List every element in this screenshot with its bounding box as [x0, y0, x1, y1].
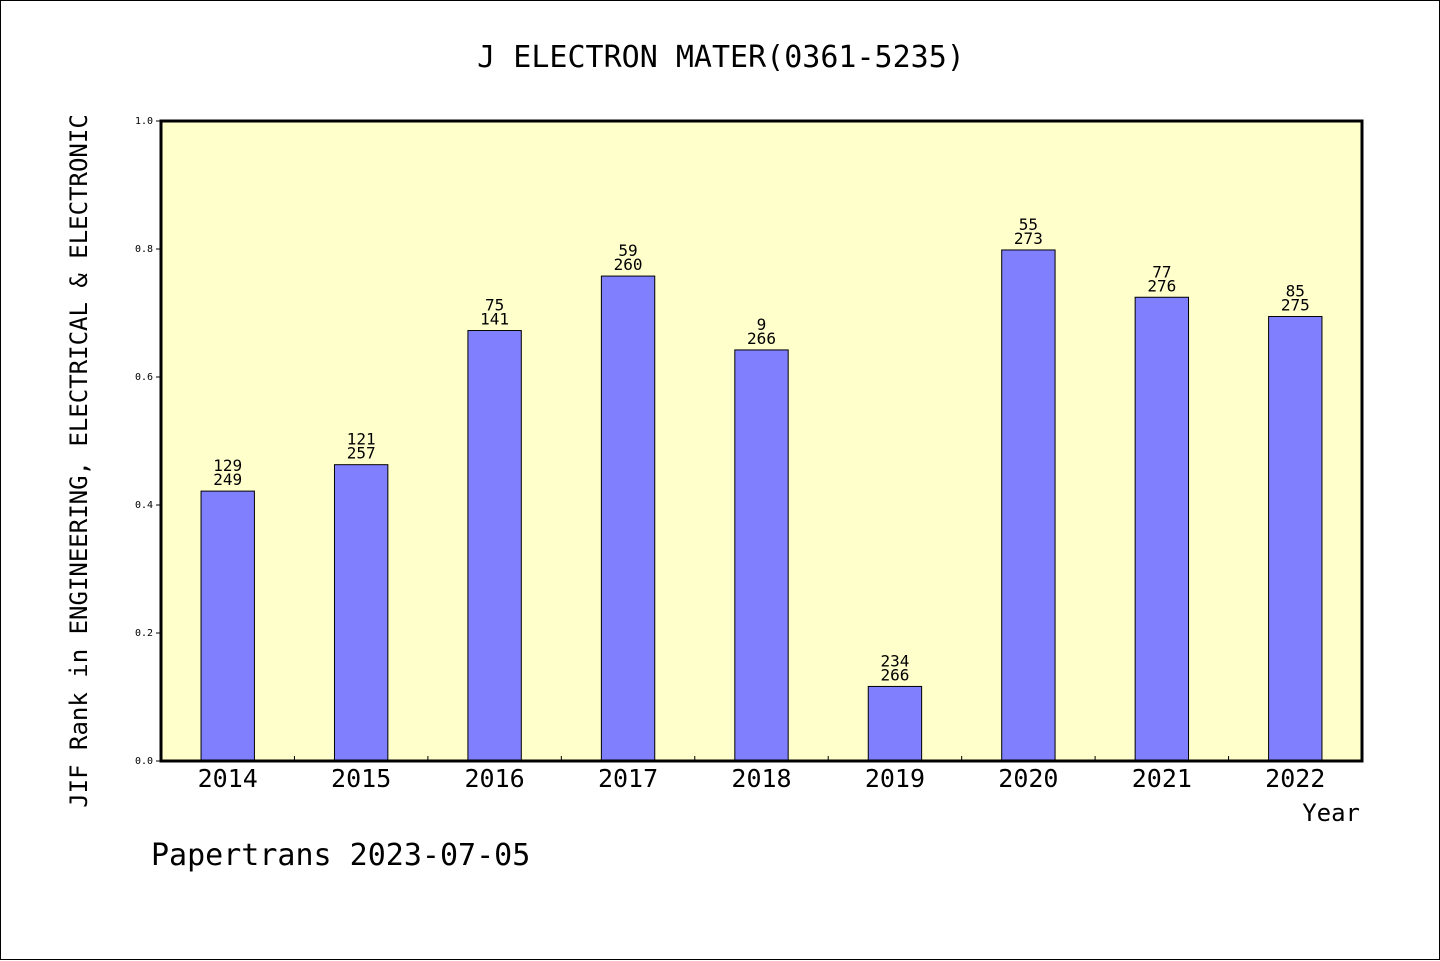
bar-2018	[734, 349, 789, 762]
x-tick-label-2020: 2020	[998, 764, 1058, 793]
bar-2017	[600, 275, 656, 762]
chart-title: J ELECTRON MATER(0361-5235)	[477, 40, 965, 75]
y-tick-label-0.8: 0.8	[135, 244, 153, 255]
bar-rank-label-2019: 234	[880, 651, 909, 670]
bar-2022	[1268, 316, 1323, 762]
bar-total-label-2022: 275	[1281, 296, 1310, 315]
bar-2014	[200, 490, 255, 762]
bar-2015	[333, 464, 389, 762]
y-tick-label-1.0: 1.0	[135, 116, 153, 127]
y-axis-label: JIF Rank in ENGINEERING, ELECTRICAL & EL…	[65, 114, 93, 808]
bar-2020	[1001, 249, 1056, 762]
bar-rank-label-2018: 9	[757, 315, 767, 334]
bar-total-label-2018: 266	[747, 329, 776, 348]
bar-2021	[1134, 296, 1190, 762]
bar-rank-label-2021: 77	[1152, 262, 1171, 281]
x-tick-label-2014: 2014	[198, 764, 258, 793]
bar-rank-label-2014: 129	[213, 456, 242, 475]
bar-total-label-2015: 257	[347, 444, 376, 463]
x-axis-ticks: 2014 2015 2016 2017 2018 2019 2020 2021 2022	[198, 756, 1325, 793]
footer-credit: Papertrans 2023-07-05	[151, 838, 530, 873]
bar-rank-label-2020: 55	[1019, 215, 1038, 234]
bar-total-label-2019: 266	[880, 665, 909, 684]
x-tick-label-2019: 2019	[865, 764, 925, 793]
y-tick-label-0.6: 0.6	[135, 372, 153, 383]
x-tick-label-2015: 2015	[331, 764, 391, 793]
plot-border	[159, 119, 1364, 763]
x-tick-label-2017: 2017	[598, 764, 658, 793]
x-tick-label-2022: 2022	[1265, 764, 1325, 793]
bar-rank-label-2016: 75	[485, 296, 504, 315]
y-tick-label-0.0: 0.0	[135, 756, 153, 767]
bar-rank-label-2015: 121	[347, 430, 376, 449]
bar-total-label-2016: 141	[480, 310, 509, 329]
bar-total-label-2020: 273	[1014, 229, 1043, 248]
bar-labels-group: 1292491212577514159260926623426655273772…	[213, 215, 1309, 684]
bar-2019	[867, 685, 923, 762]
bar-total-label-2017: 260	[614, 255, 643, 274]
bar-total-label-2021: 276	[1147, 276, 1176, 295]
x-tick-label-2021: 2021	[1132, 764, 1192, 793]
y-tick-label-0.4: 0.4	[135, 500, 153, 511]
x-axis-label: Year	[1302, 799, 1360, 827]
x-tick-label-2018: 2018	[731, 764, 791, 793]
bar-2016	[467, 330, 522, 762]
y-axis-ticks: 0.0 0.2 0.4 0.6 0.8 1.0	[135, 116, 161, 767]
bar-total-label-2014: 249	[213, 470, 242, 489]
y-tick-label-0.2: 0.2	[135, 628, 153, 639]
bar-rank-label-2017: 59	[618, 241, 637, 260]
bar-rank-label-2022: 85	[1286, 282, 1305, 301]
bars-group	[200, 249, 1323, 762]
x-tick-label-2016: 2016	[465, 764, 525, 793]
